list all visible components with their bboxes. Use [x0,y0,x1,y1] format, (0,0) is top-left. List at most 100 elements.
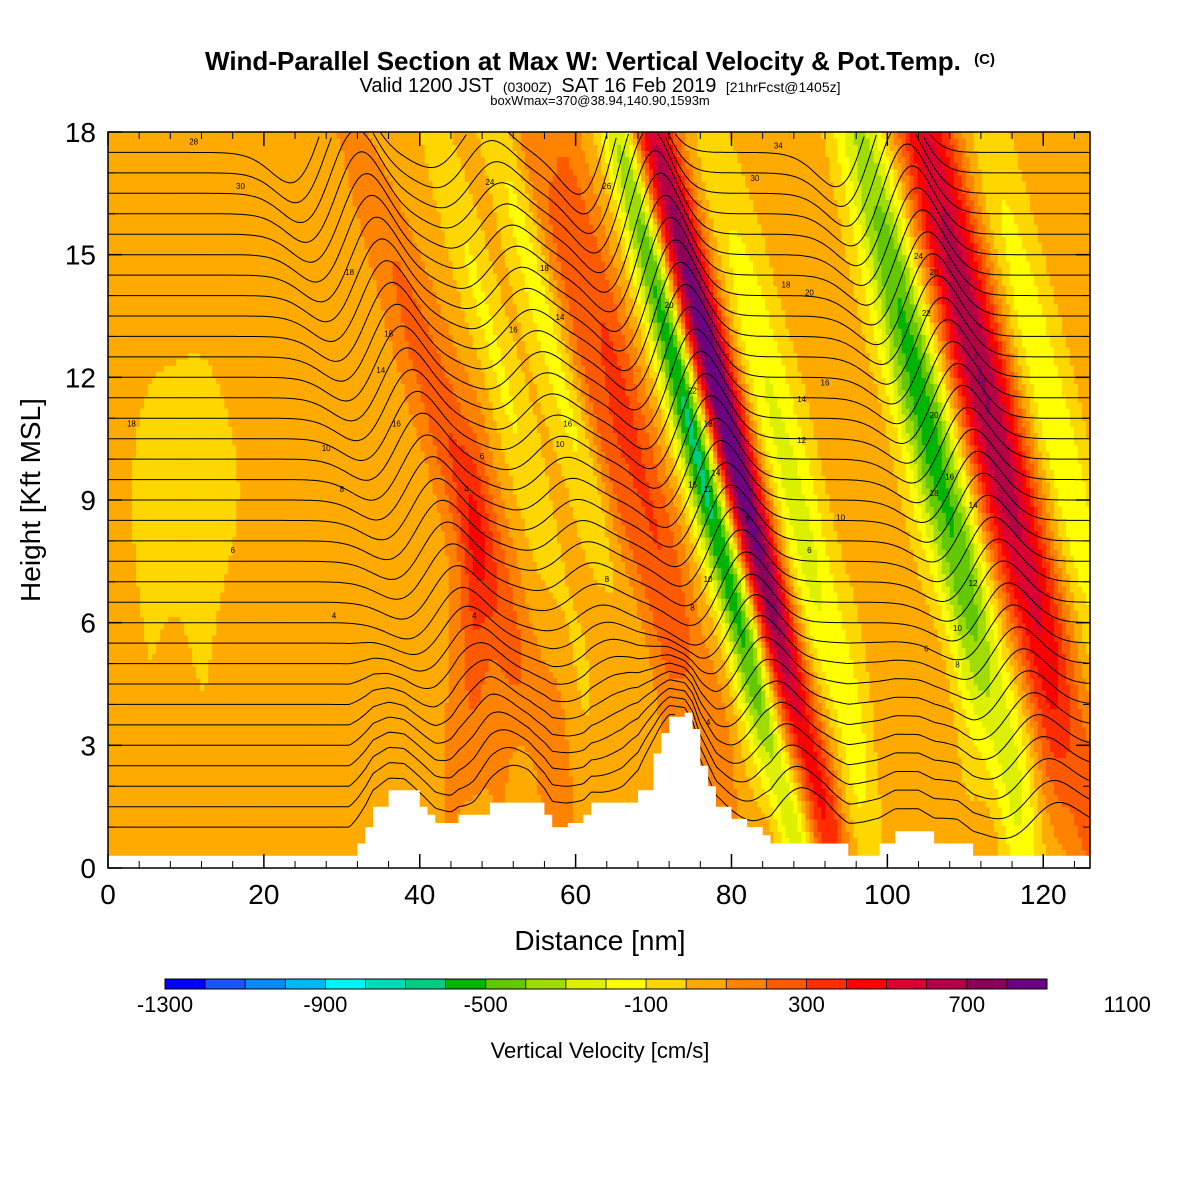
w-cell [124,666,129,673]
w-cell [248,702,253,709]
w-cell [196,850,201,857]
w-cell [176,537,181,544]
w-cell [192,623,197,630]
w-cell [132,843,137,850]
w-cell [176,672,181,679]
w-cell [172,825,177,832]
w-cell [176,359,181,366]
w-cell [196,451,201,458]
w-cell [112,794,117,801]
w-cell [152,623,157,630]
w-cell [240,610,245,617]
w-cell [184,463,189,470]
w-cell [240,807,245,814]
w-cell [232,298,237,305]
w-cell [256,825,261,832]
w-cell [192,776,197,783]
w-cell [212,457,217,464]
w-cell [188,255,193,262]
w-cell [220,236,225,243]
w-cell [204,782,209,789]
w-cell [120,825,125,832]
w-cell [180,138,185,145]
w-cell [136,267,141,274]
w-cell [260,267,265,274]
w-cell [144,727,149,734]
w-cell [172,426,177,433]
w-cell [140,224,145,231]
w-cell [148,794,153,801]
w-cell [152,537,157,544]
w-cell [152,837,157,844]
w-cell [172,420,177,427]
w-cell [196,475,201,482]
w-cell [192,567,197,574]
w-cell [200,347,205,354]
w-cell [196,813,201,820]
w-cell [160,696,165,703]
w-cell [124,813,129,820]
w-cell [192,261,197,268]
w-cell [224,157,229,164]
w-cell [264,659,269,666]
w-cell [244,267,249,274]
w-cell [240,138,245,145]
w-cell [136,807,141,814]
w-cell [212,629,217,636]
w-cell [208,298,213,305]
w-cell [228,420,233,427]
w-cell [196,334,201,341]
w-cell [252,733,257,740]
w-cell [172,586,177,593]
w-cell [132,770,137,777]
w-cell [140,659,145,666]
w-cell [216,469,221,476]
w-cell [124,144,129,151]
w-cell [256,598,261,605]
w-cell [208,488,213,495]
w-cell [188,199,193,206]
w-cell [208,837,213,844]
w-cell [176,525,181,532]
w-cell [156,745,161,752]
w-cell [144,138,149,145]
w-cell [208,402,213,409]
w-cell [200,291,205,298]
w-cell [196,531,201,538]
w-cell [116,285,121,292]
w-cell [208,347,213,354]
w-cell [132,506,137,513]
w-cell [224,745,229,752]
w-cell [160,218,165,225]
w-cell [252,334,257,341]
w-cell [196,653,201,660]
w-cell [208,512,213,519]
w-cell [144,341,149,348]
w-cell [248,776,253,783]
w-cell [228,586,233,593]
w-cell [204,788,209,795]
w-cell [160,610,165,617]
w-cell [208,745,213,752]
w-cell [116,690,121,697]
w-cell [216,457,221,464]
w-cell [252,132,257,139]
w-cell [200,157,205,164]
w-cell [184,531,189,538]
w-cell [260,157,265,164]
w-cell [196,322,201,329]
w-cell [120,635,125,642]
w-cell [248,353,253,360]
w-cell [140,819,145,826]
w-cell [156,396,161,403]
w-cell [132,500,137,507]
w-cell [140,175,145,182]
w-cell [256,396,261,403]
w-cell [180,285,185,292]
w-cell [196,525,201,532]
w-cell [116,837,121,844]
w-cell [264,482,269,489]
w-cell [192,690,197,697]
w-cell [120,512,125,519]
w-cell [248,163,253,170]
